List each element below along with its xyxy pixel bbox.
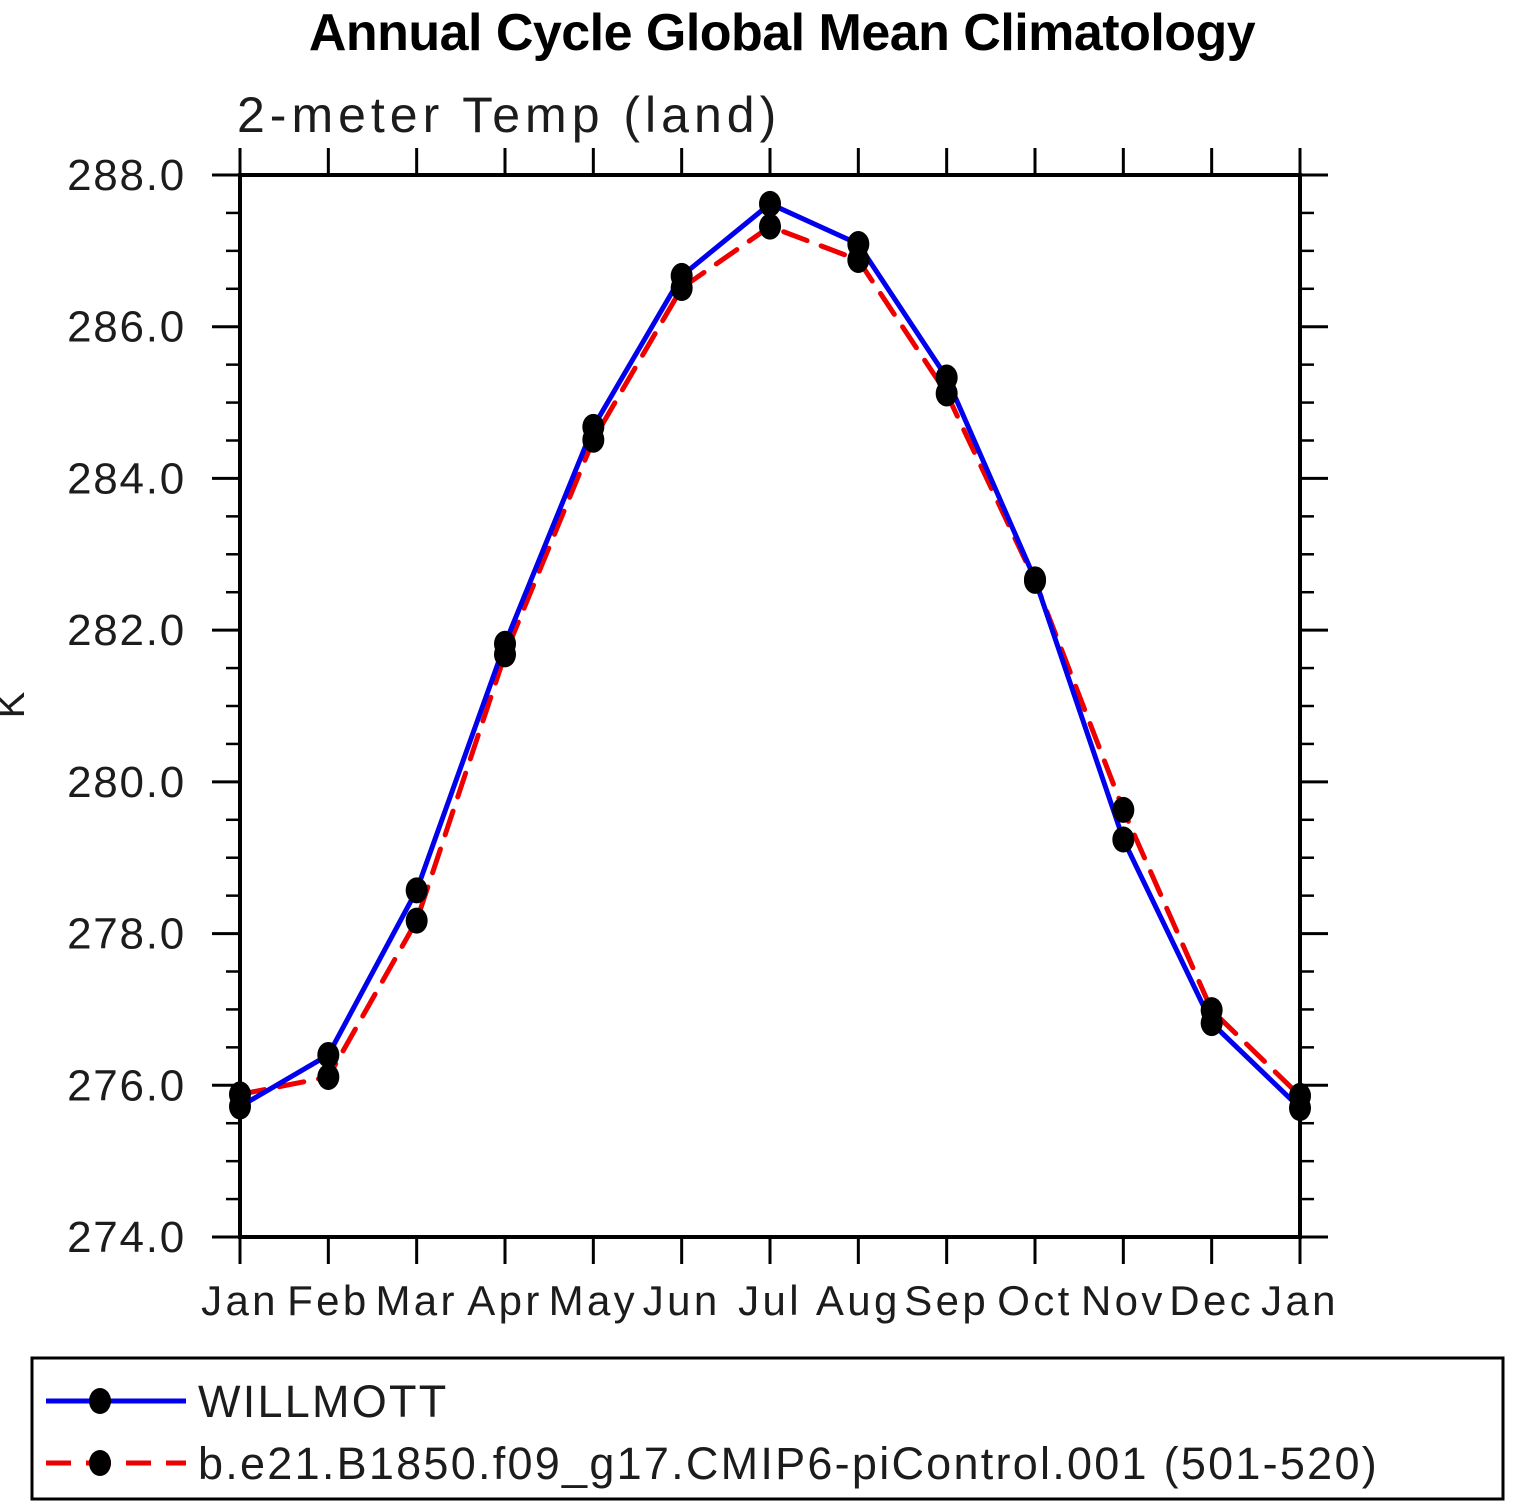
x-tick-label: Jul: [738, 1277, 802, 1324]
y-tick-label: 278.0: [67, 910, 186, 959]
x-tick-label: Nov: [1081, 1277, 1166, 1324]
legend: WILLMOTT b.e21.B1850.f09_g17.CMIP6-piCon…: [30, 1356, 1505, 1501]
data-marker-willmott: [405, 877, 428, 904]
data-marker-picontrol: [1112, 796, 1135, 823]
y-tick-label: 286.0: [67, 303, 186, 352]
y-tick-label: 284.0: [67, 454, 186, 503]
chart-subtitle: 2-meter Temp (land): [237, 87, 781, 143]
x-tick-label: Dec: [1169, 1277, 1254, 1324]
data-marker-willmott: [494, 630, 516, 657]
data-marker-willmott: [1024, 566, 1046, 593]
legend-label-willmott: WILLMOTT: [198, 1376, 449, 1427]
data-marker-willmott: [1200, 1010, 1223, 1037]
legend-marker-picontrol: [89, 1450, 111, 1476]
x-tick-label: Jan: [1261, 1277, 1339, 1324]
data-marker-willmott: [229, 1093, 251, 1120]
data-marker-willmott: [670, 262, 693, 289]
x-tick-label: May: [549, 1277, 638, 1324]
chart-title: Annual Cycle Global Mean Climatology: [309, 4, 1256, 62]
x-tick-label: Jun: [643, 1277, 721, 1324]
x-tick-label: Feb: [287, 1277, 369, 1324]
data-marker-willmott: [847, 231, 870, 258]
y-axis-title: K: [0, 691, 33, 718]
plot-frame: [238, 173, 1302, 1239]
y-tick-label: 280.0: [67, 758, 186, 807]
x-tick-label: Apr: [467, 1277, 542, 1324]
data-marker-willmott: [1112, 826, 1135, 853]
series-line-willmott: [237, 201, 1303, 1111]
data-marker-willmott: [317, 1041, 340, 1068]
data-marker-willmott: [759, 190, 781, 217]
data-marker-willmott: [582, 413, 605, 440]
x-tick-label: Oct: [997, 1277, 1072, 1324]
legend-marker-willmott: [89, 1388, 111, 1414]
x-tick-label: Mar: [375, 1277, 457, 1324]
y-tick-label: 288.0: [67, 151, 186, 200]
x-tick-label: Sep: [904, 1277, 989, 1324]
data-marker-picontrol: [317, 1063, 340, 1090]
x-tick-label: Jan: [201, 1277, 279, 1324]
data-marker-picontrol: [405, 907, 428, 934]
y-tick-label: 282.0: [67, 606, 186, 655]
data-marker-picontrol: [759, 213, 781, 240]
legend-box: [30, 1356, 1505, 1501]
data-marker-willmott: [935, 364, 958, 391]
plot-area: 274.0 276.0 278.0 280.0 282.0 284.0 286.0 288.0…: [67, 148, 1339, 1324]
x-tick-label: Aug: [816, 1277, 901, 1324]
legend-label-picontrol: b.e21.B1850.f09_g17.CMIP6-piControl.001 …: [198, 1438, 1379, 1489]
y-tick-label: 276.0: [67, 1061, 186, 1110]
y-tick-label: 274.0: [67, 1213, 186, 1262]
data-marker-willmott: [1289, 1095, 1311, 1122]
series-line-picontrol: [237, 224, 1303, 1099]
